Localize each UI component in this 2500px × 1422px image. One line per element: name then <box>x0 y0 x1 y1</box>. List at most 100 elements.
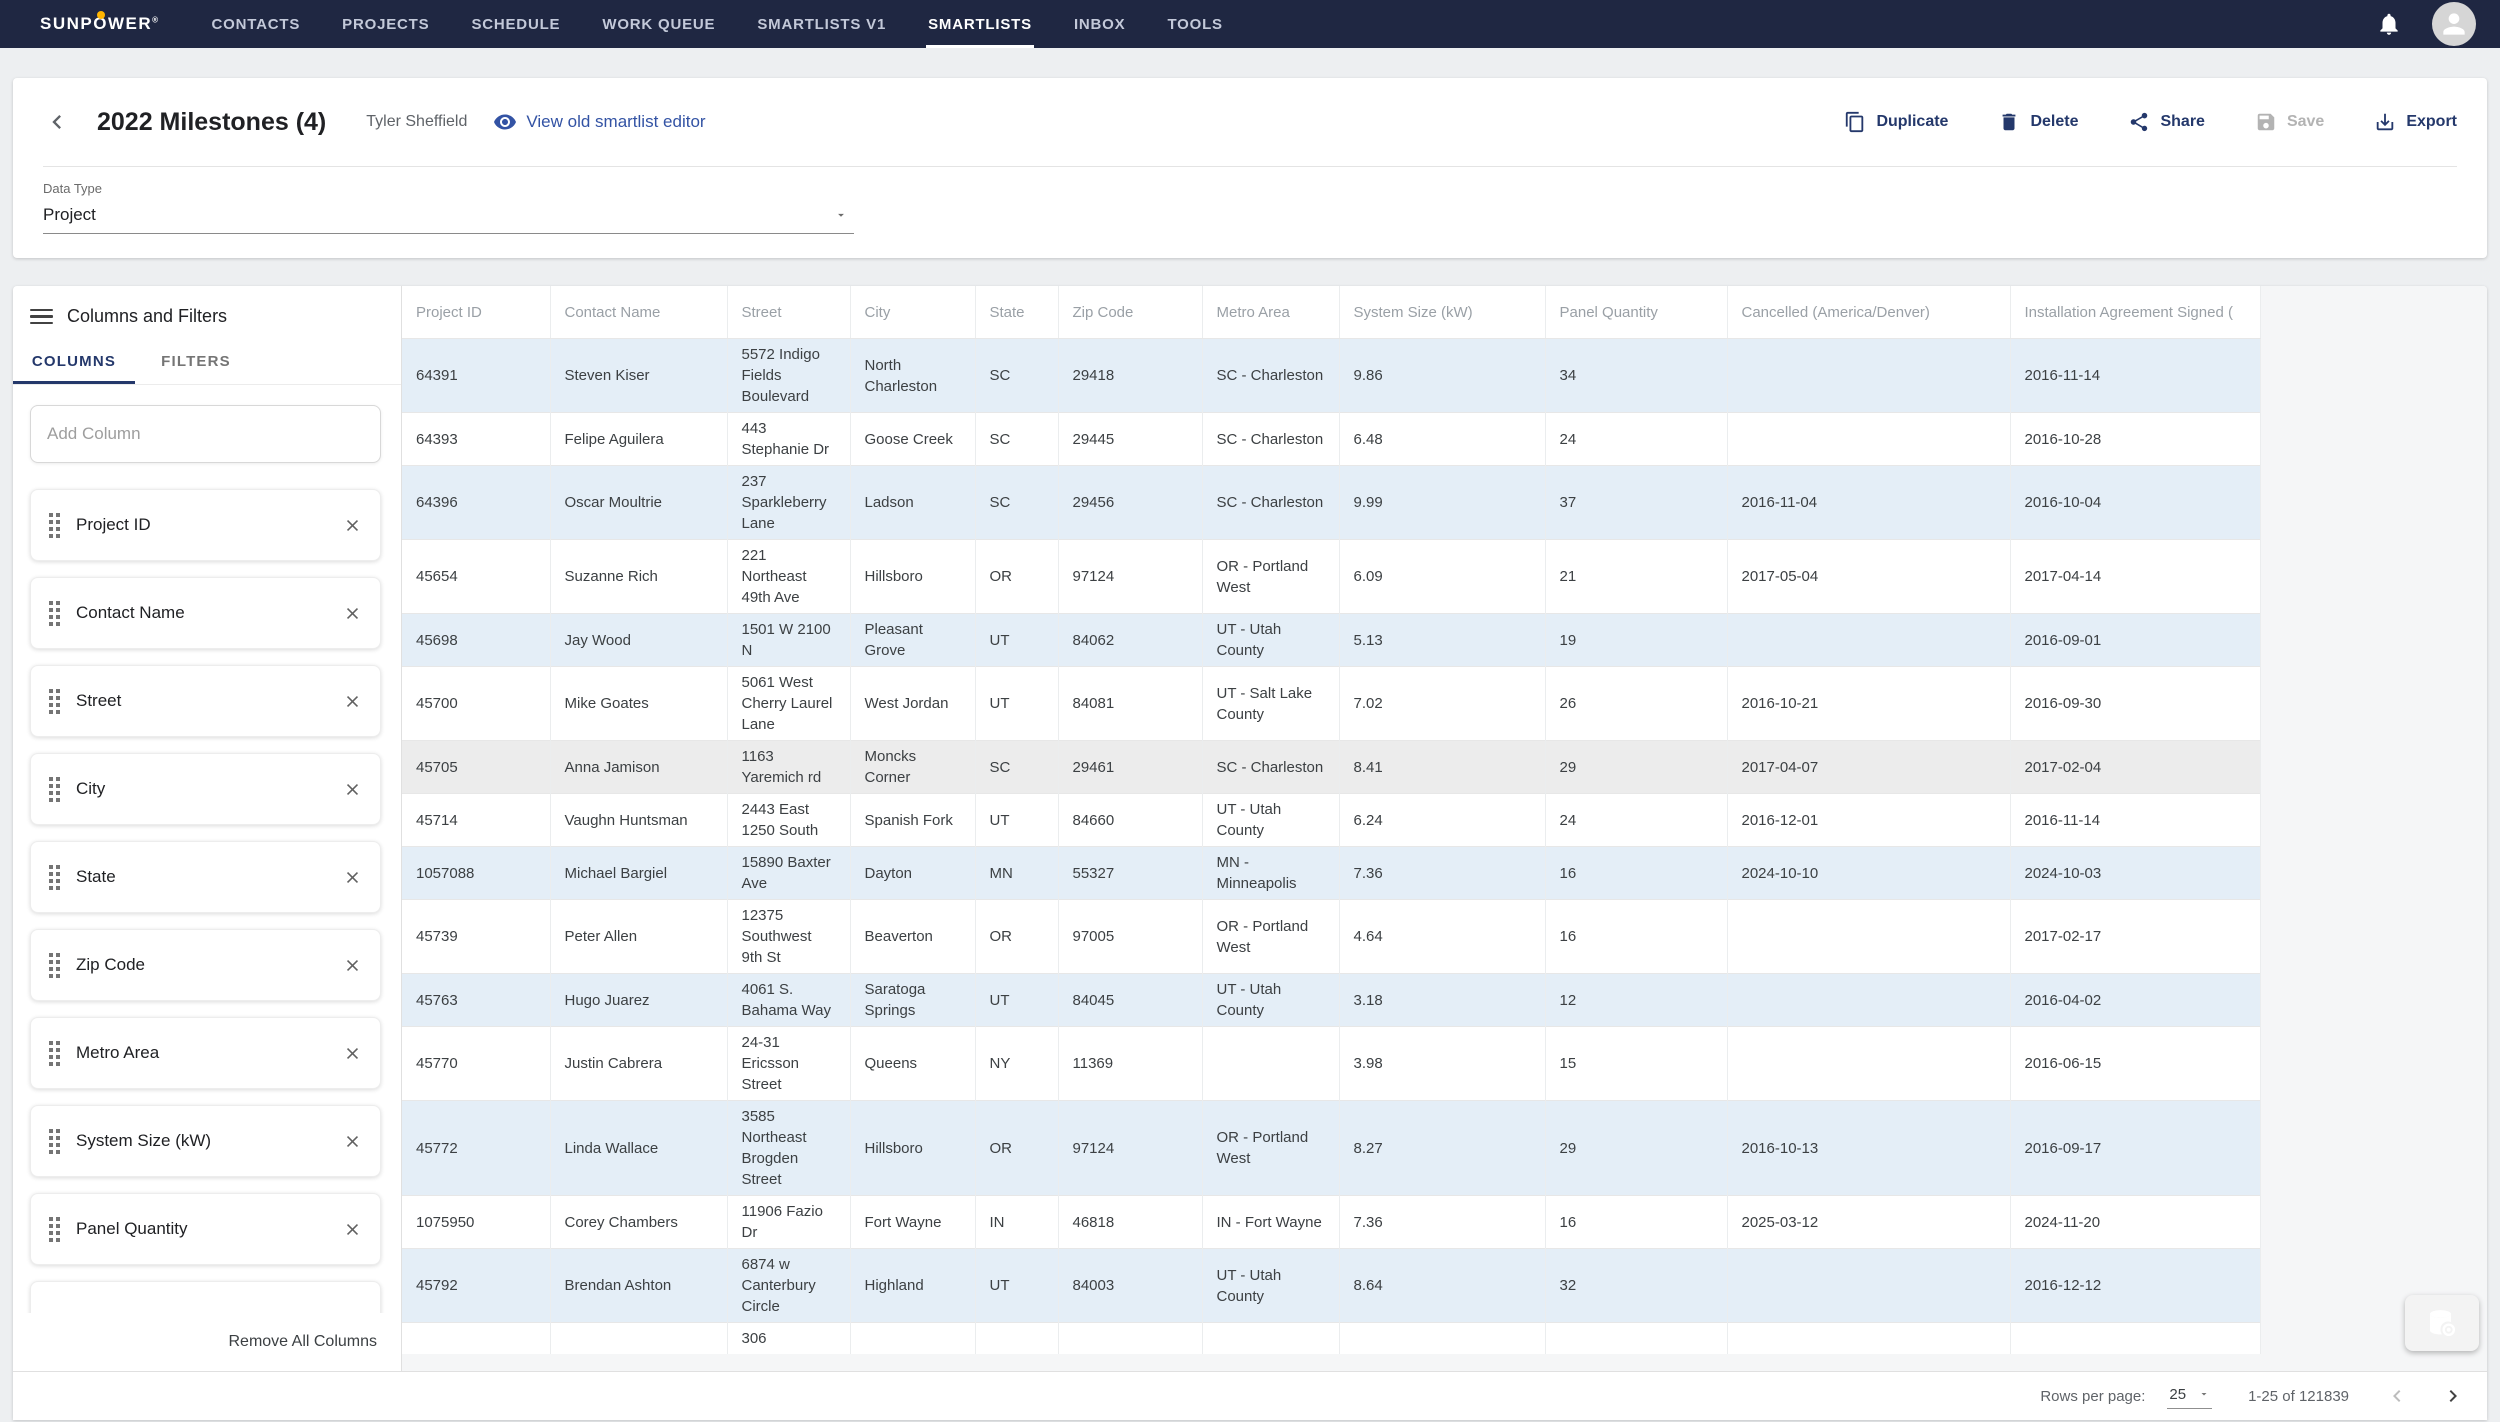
drag-handle-icon[interactable] <box>49 688 60 714</box>
cell-city: Pleasant Grove <box>850 613 976 667</box>
cell-state: SC <box>975 412 1059 466</box>
pagination-bar: Rows per page: 25 1-25 of 121839 <box>13 1371 2487 1420</box>
delete-button[interactable]: Delete <box>1998 111 2078 133</box>
drag-handle-icon[interactable] <box>49 512 60 538</box>
table-row[interactable]: 64393 Felipe Aguilera 443 Stephanie Dr G… <box>402 412 2261 466</box>
cell-state: UT <box>975 1248 1059 1323</box>
column-card[interactable]: Metro Area <box>30 1017 381 1089</box>
nav-item[interactable]: SCHEDULE <box>471 0 560 48</box>
share-button[interactable]: Share <box>2128 111 2205 133</box>
nav-item[interactable]: CONTACTS <box>212 0 301 48</box>
drag-handle-icon[interactable] <box>49 1216 60 1242</box>
table-row[interactable]: 64391 Steven Kiser 5572 Indigo Fields Bo… <box>402 338 2261 413</box>
data-type-select[interactable]: Project <box>43 200 854 234</box>
table-row[interactable]: 45654 Suzanne Rich 221 Northeast 49th Av… <box>402 539 2261 614</box>
bell-icon[interactable] <box>2376 11 2402 37</box>
view-old-editor-link[interactable]: View old smartlist editor <box>493 110 706 134</box>
column-card[interactable]: Panel Quantity <box>30 1193 381 1265</box>
add-column-input[interactable] <box>30 405 381 463</box>
share-icon <box>2131 112 2148 132</box>
rows-per-page-select[interactable]: 25 <box>2167 1384 2213 1409</box>
back-button[interactable] <box>43 108 71 136</box>
duplicate-button[interactable]: Duplicate <box>1844 111 1948 133</box>
nav-item[interactable]: SMARTLISTS <box>926 0 1034 48</box>
cell-city: Queens <box>850 1026 976 1101</box>
column-header[interactable]: City <box>850 286 976 339</box>
drag-handle-icon[interactable] <box>49 600 60 626</box>
cell-contact-name: Anna Jamison <box>550 740 728 794</box>
remove-column-icon[interactable] <box>343 956 362 975</box>
nav-item[interactable]: TOOLS <box>1167 0 1222 48</box>
table-row[interactable]: 45714 Vaughn Huntsman 2443 East 1250 Sou… <box>402 793 2261 847</box>
column-header[interactable]: Zip Code <box>1058 286 1203 339</box>
panel-tab[interactable]: COLUMNS <box>13 339 135 384</box>
column-header[interactable]: Contact Name <box>550 286 728 339</box>
save-button[interactable]: Save <box>2255 111 2324 133</box>
next-page-button[interactable] <box>2441 1384 2465 1408</box>
cell-cancelled <box>1727 973 2011 1027</box>
column-card[interactable]: Contact Name <box>30 577 381 649</box>
remove-column-icon[interactable] <box>343 1044 362 1063</box>
remove-all-columns-button[interactable]: Remove All Columns <box>228 1333 378 1350</box>
table-row[interactable]: 45739 Peter Allen 12375 Southwest 9th St… <box>402 899 2261 974</box>
remove-column-icon[interactable] <box>343 604 362 623</box>
cell-street: 306 <box>727 1322 851 1354</box>
column-card[interactable]: State <box>30 841 381 913</box>
nav-item[interactable]: SMARTLISTS V1 <box>757 0 886 48</box>
table-row[interactable]: 45772 Linda Wallace 3585 Northeast Brogd… <box>402 1100 2261 1196</box>
column-header[interactable]: Metro Area <box>1202 286 1340 339</box>
table-row[interactable]: 1075950 Corey Chambers 11906 Fazio Dr Fo… <box>402 1195 2261 1249</box>
remove-column-icon[interactable] <box>343 1132 362 1151</box>
previous-page-button[interactable] <box>2385 1384 2409 1408</box>
cell-street: 221 Northeast 49th Ave <box>727 539 851 614</box>
cell-zip-code: 29456 <box>1058 465 1203 540</box>
column-header[interactable]: State <box>975 286 1059 339</box>
data-view-fab[interactable] <box>2405 1295 2479 1351</box>
cell-cancelled <box>1727 1026 2011 1101</box>
cell-city: Spanish Fork <box>850 793 976 847</box>
logo-reg-mark: ® <box>152 15 160 25</box>
column-header[interactable]: Project ID <box>402 286 551 339</box>
export-button[interactable]: Export <box>2374 111 2457 133</box>
column-card[interactable]: Project ID <box>30 489 381 561</box>
cell-cancelled <box>1727 899 2011 974</box>
table-row[interactable]: 45700 Mike Goates 5061 West Cherry Laure… <box>402 666 2261 741</box>
column-card[interactable]: City <box>30 753 381 825</box>
cell-metro-area: SC - Charleston <box>1202 412 1340 466</box>
column-card[interactable]: Zip Code <box>30 929 381 1001</box>
column-header[interactable]: Installation Agreement Signed ( <box>2010 286 2261 339</box>
drag-handle-icon[interactable] <box>49 952 60 978</box>
column-card[interactable]: System Size (kW) <box>30 1105 381 1177</box>
drag-handle-icon[interactable] <box>49 1040 60 1066</box>
column-header[interactable]: Street <box>727 286 851 339</box>
table-row[interactable]: 1057088 Michael Bargiel 15890 Baxter Ave… <box>402 846 2261 900</box>
table-row[interactable]: 64396 Oscar Moultrie 237 Sparkleberry La… <box>402 465 2261 540</box>
drag-handle-icon[interactable] <box>49 776 60 802</box>
table-row[interactable]: 45792 Brendan Ashton 6874 w Canterbury C… <box>402 1248 2261 1323</box>
drag-handle-icon[interactable] <box>49 864 60 890</box>
column-header[interactable]: System Size (kW) <box>1339 286 1546 339</box>
remove-column-icon[interactable] <box>343 780 362 799</box>
remove-column-icon[interactable] <box>343 1220 362 1239</box>
table-row[interactable]: 45763 Hugo Juarez 4061 S. Bahama Way Sar… <box>402 973 2261 1027</box>
cell-metro-area: OR - Portland West <box>1202 899 1340 974</box>
sunpower-logo[interactable]: SUNPOWER® <box>40 14 160 34</box>
cell-installation-signed: 2016-09-01 <box>2010 613 2261 667</box>
nav-item[interactable]: INBOX <box>1074 0 1126 48</box>
column-header[interactable]: Cancelled (America/Denver) <box>1727 286 2011 339</box>
nav-item[interactable]: WORK QUEUE <box>602 0 715 48</box>
remove-column-icon[interactable] <box>343 516 362 535</box>
table-row[interactable]: 45698 Jay Wood 1501 W 2100 N Pleasant Gr… <box>402 613 2261 667</box>
table-row[interactable]: 306 <box>402 1322 2261 1354</box>
nav-item[interactable]: PROJECTS <box>342 0 429 48</box>
remove-column-icon[interactable] <box>343 692 362 711</box>
nav-items: CONTACTS PROJECTS SCHEDULE WORK QUEUE SM… <box>212 0 1223 48</box>
table-row[interactable]: 45770 Justin Cabrera 24-31 Ericsson Stre… <box>402 1026 2261 1101</box>
drag-handle-icon[interactable] <box>49 1128 60 1154</box>
column-header[interactable]: Panel Quantity <box>1545 286 1728 339</box>
panel-tab[interactable]: FILTERS <box>161 353 231 370</box>
column-card[interactable]: Street <box>30 665 381 737</box>
avatar[interactable] <box>2432 2 2476 46</box>
table-row[interactable]: 45705 Anna Jamison 1163 Yaremich rd Monc… <box>402 740 2261 794</box>
remove-column-icon[interactable] <box>343 868 362 887</box>
